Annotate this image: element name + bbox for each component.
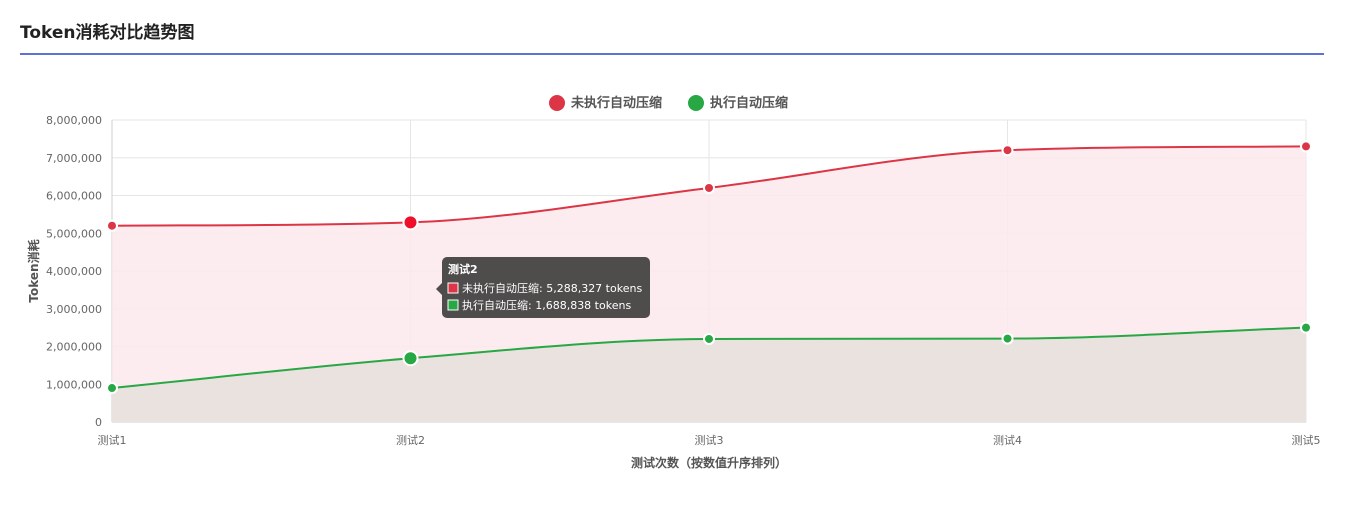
tooltip-line: 未执行自动压缩: 5,288,327 tokens xyxy=(462,281,642,295)
legend[interactable]: 未执行自动压缩 执行自动压缩 xyxy=(549,95,788,111)
data-point[interactable] xyxy=(703,181,715,194)
data-point[interactable] xyxy=(1300,321,1312,334)
page-title: Token消耗对比趋势图 xyxy=(20,23,195,43)
data-point[interactable] xyxy=(402,350,419,367)
legend-label: 执行自动压缩 xyxy=(710,95,788,111)
y-tick-label: 2,000,000 xyxy=(46,341,102,354)
x-tick-label: 测试2 xyxy=(396,434,425,447)
y-tick-label: 6,000,000 xyxy=(46,190,102,203)
y-tick-label: 5,000,000 xyxy=(46,227,102,240)
y-tick-label: 4,000,000 xyxy=(46,265,102,278)
tooltip: 测试2 未执行自动压缩: 5,288,327 tokens 执行自动压缩: 1,68… xyxy=(436,257,650,318)
data-point[interactable] xyxy=(1001,332,1014,345)
x-axis-ticks: 测试1 测试2 测试3 测试4 测试5 xyxy=(98,434,1321,447)
tooltip-swatch xyxy=(447,282,459,294)
data-point[interactable] xyxy=(703,332,715,345)
tooltip-box xyxy=(442,257,650,318)
tooltip-swatch xyxy=(447,299,459,311)
legend-label: 未执行自动压缩 xyxy=(570,95,662,111)
data-point[interactable] xyxy=(106,219,118,232)
title-divider xyxy=(20,53,1324,55)
data-point[interactable] xyxy=(402,214,419,231)
legend-marker xyxy=(688,95,704,111)
data-point[interactable] xyxy=(1001,144,1014,157)
legend-item-1[interactable]: 未执行自动压缩 xyxy=(549,95,662,111)
y-tick-label: 0 xyxy=(95,416,102,429)
series-area-2 xyxy=(112,327,1306,422)
x-tick-label: 测试4 xyxy=(993,434,1022,447)
y-tick-label: 1,000,000 xyxy=(46,378,102,391)
tooltip-title: 测试2 xyxy=(448,262,478,276)
legend-marker xyxy=(549,95,565,111)
series-points xyxy=(106,140,1312,395)
y-axis-title: Token消耗 xyxy=(26,239,41,302)
x-tick-label: 测试5 xyxy=(1292,434,1321,447)
y-tick-label: 3,000,000 xyxy=(46,303,102,316)
y-tick-label: 8,000,000 xyxy=(46,114,102,127)
tooltip-caret xyxy=(436,283,442,295)
data-point[interactable] xyxy=(106,382,118,395)
legend-item-2[interactable]: 执行自动压缩 xyxy=(688,95,788,111)
x-tick-label: 测试1 xyxy=(98,434,127,447)
x-axis-title: 测试次数（按数值升序排列） xyxy=(631,455,787,470)
y-axis-ticks: 0 1,000,000 2,000,000 3,000,000 4,000,000 5,0… xyxy=(46,114,102,429)
x-tick-label: 测试3 xyxy=(695,434,724,447)
y-tick-label: 7,000,000 xyxy=(46,152,102,165)
tooltip-line: 执行自动压缩: 1,688,838 tokens xyxy=(462,298,631,312)
data-point[interactable] xyxy=(1300,140,1312,153)
